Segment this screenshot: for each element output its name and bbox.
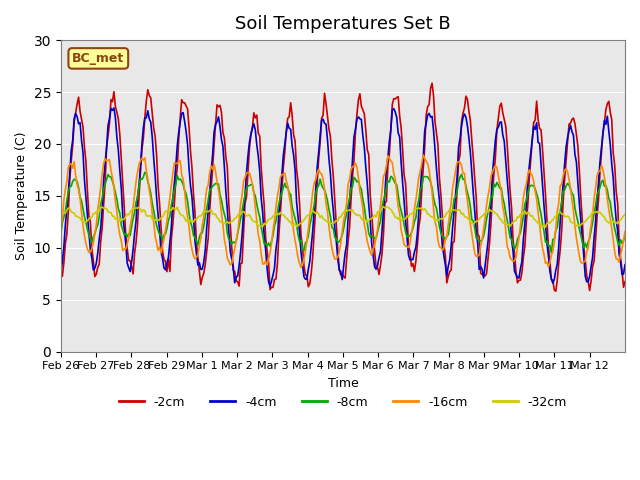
- -2cm: [57, 274, 65, 279]
- -32cm: [94, 208, 102, 214]
- -16cm: [620, 238, 627, 243]
- -8cm: [76, 194, 84, 200]
- -32cm: [380, 204, 387, 209]
- -32cm: [348, 207, 355, 213]
- -32cm: [57, 211, 65, 216]
- -4cm: [94, 251, 102, 256]
- -16cm: [546, 260, 554, 265]
- -4cm: [57, 270, 65, 276]
- -16cm: [94, 207, 102, 213]
- -16cm: [462, 188, 470, 193]
- -4cm: [76, 120, 84, 126]
- -8cm: [547, 250, 555, 256]
- -32cm: [620, 213, 627, 219]
- -2cm: [348, 196, 355, 202]
- -2cm: [461, 105, 468, 111]
- -2cm: [620, 284, 627, 290]
- -8cm: [620, 238, 627, 243]
- -4cm: [110, 105, 118, 111]
- -32cm: [539, 225, 547, 230]
- -2cm: [94, 264, 102, 270]
- -2cm: [428, 80, 436, 86]
- Title: Soil Temperatures Set B: Soil Temperatures Set B: [235, 15, 451, 33]
- -16cm: [621, 229, 629, 235]
- X-axis label: Time: Time: [328, 377, 358, 390]
- Legend: -2cm, -4cm, -8cm, -16cm, -32cm: -2cm, -4cm, -8cm, -16cm, -32cm: [114, 391, 572, 414]
- Line: -16cm: -16cm: [61, 155, 625, 267]
- -2cm: [621, 279, 629, 285]
- -32cm: [621, 212, 629, 217]
- -8cm: [461, 176, 468, 182]
- -8cm: [94, 222, 102, 228]
- -16cm: [419, 152, 427, 158]
- -16cm: [297, 264, 305, 270]
- Line: -32cm: -32cm: [61, 206, 625, 228]
- -32cm: [76, 215, 84, 221]
- -2cm: [545, 244, 552, 250]
- -8cm: [349, 184, 356, 190]
- -8cm: [621, 235, 629, 240]
- Line: -8cm: -8cm: [61, 172, 625, 253]
- Line: -4cm: -4cm: [61, 108, 625, 287]
- -4cm: [462, 114, 470, 120]
- -2cm: [76, 108, 84, 114]
- -8cm: [545, 243, 552, 249]
- -8cm: [141, 169, 148, 175]
- Line: -2cm: -2cm: [61, 83, 625, 291]
- -4cm: [266, 284, 274, 289]
- -32cm: [461, 214, 468, 219]
- Y-axis label: Soil Temperature (C): Soil Temperature (C): [15, 132, 28, 260]
- -2cm: [552, 288, 559, 294]
- -4cm: [546, 268, 554, 274]
- -4cm: [350, 134, 358, 140]
- -16cm: [76, 195, 84, 201]
- -32cm: [546, 220, 554, 226]
- Text: BC_met: BC_met: [72, 52, 124, 65]
- -16cm: [57, 227, 65, 232]
- -4cm: [621, 262, 629, 267]
- -16cm: [349, 164, 356, 169]
- -8cm: [57, 231, 65, 237]
- -4cm: [620, 271, 627, 277]
